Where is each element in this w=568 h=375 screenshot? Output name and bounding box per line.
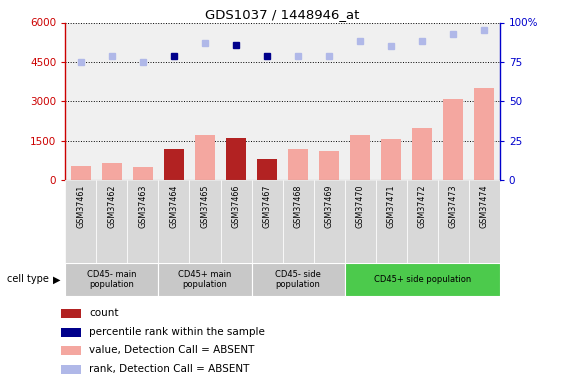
Text: count: count — [89, 309, 118, 318]
Bar — [407, 180, 438, 264]
Text: CD45+ main
population: CD45+ main population — [178, 270, 232, 289]
Text: cell type: cell type — [7, 274, 49, 284]
Text: ▶: ▶ — [53, 274, 60, 284]
Text: percentile rank within the sample: percentile rank within the sample — [89, 327, 265, 337]
Bar — [133, 167, 153, 180]
Bar — [190, 180, 220, 264]
Bar — [226, 138, 246, 180]
Text: GSM37471: GSM37471 — [387, 184, 396, 228]
Text: GSM37466: GSM37466 — [232, 184, 240, 228]
Bar — [345, 262, 500, 296]
Text: GSM37461: GSM37461 — [76, 184, 85, 228]
Bar — [252, 180, 283, 264]
Bar — [164, 148, 184, 180]
Text: GSM37473: GSM37473 — [449, 184, 458, 228]
Bar — [127, 180, 158, 264]
Bar — [469, 180, 500, 264]
Title: GDS1037 / 1448946_at: GDS1037 / 1448946_at — [206, 8, 360, 21]
Bar — [375, 180, 407, 264]
Text: GSM37463: GSM37463 — [139, 184, 148, 228]
Text: CD45- side
population: CD45- side population — [275, 270, 321, 289]
Bar — [65, 262, 158, 296]
Bar — [474, 88, 494, 180]
Bar — [412, 128, 432, 180]
Text: GSM37472: GSM37472 — [417, 184, 427, 228]
Bar — [61, 346, 81, 355]
Bar — [443, 99, 463, 180]
Bar — [97, 180, 127, 264]
Bar — [61, 309, 81, 318]
Text: value, Detection Call = ABSENT: value, Detection Call = ABSENT — [89, 345, 254, 355]
Bar — [288, 148, 308, 180]
Bar — [438, 180, 469, 264]
Bar — [102, 163, 122, 180]
Bar — [158, 180, 190, 264]
Text: GSM37464: GSM37464 — [169, 184, 178, 228]
Text: GSM37467: GSM37467 — [262, 184, 272, 228]
Text: rank, Detection Call = ABSENT: rank, Detection Call = ABSENT — [89, 364, 249, 374]
Text: GSM37468: GSM37468 — [294, 184, 303, 228]
Text: CD45- main
population: CD45- main population — [87, 270, 137, 289]
Bar — [319, 151, 339, 180]
Text: GSM37465: GSM37465 — [201, 184, 210, 228]
Text: GSM37474: GSM37474 — [480, 184, 489, 228]
Text: GSM37469: GSM37469 — [325, 184, 333, 228]
Bar — [220, 180, 252, 264]
Bar — [65, 180, 97, 264]
Bar — [61, 328, 81, 337]
Bar — [345, 180, 375, 264]
Bar — [252, 262, 345, 296]
Bar — [61, 364, 81, 374]
Bar — [257, 159, 277, 180]
Bar — [71, 166, 91, 180]
Bar — [195, 135, 215, 180]
Bar — [314, 180, 345, 264]
Bar — [381, 140, 402, 180]
Text: CD45+ side population: CD45+ side population — [374, 275, 471, 284]
Text: GSM37470: GSM37470 — [356, 184, 365, 228]
Bar — [283, 180, 314, 264]
Text: GSM37462: GSM37462 — [107, 184, 116, 228]
Bar — [158, 262, 252, 296]
Bar — [350, 135, 370, 180]
